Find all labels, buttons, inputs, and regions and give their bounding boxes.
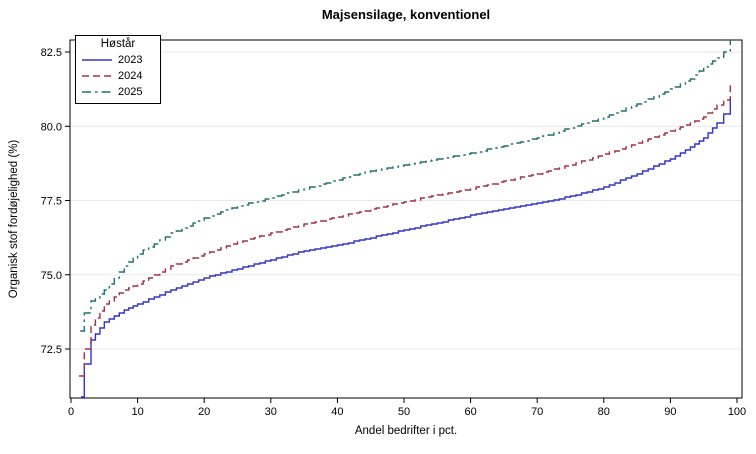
legend-label-2023: 2023 (118, 54, 143, 66)
legend-line-2025-icon (82, 91, 112, 93)
x-axis-label: Andel bedrifter i pct. (354, 425, 458, 437)
svg-text:77.5: 77.5 (41, 196, 62, 208)
svg-text:82.5: 82.5 (41, 47, 62, 59)
svg-text:70: 70 (531, 406, 543, 418)
svg-text:80.0: 80.0 (41, 121, 62, 133)
legend-line-2024-icon (82, 75, 112, 77)
svg-text:10: 10 (131, 406, 143, 418)
legend-item-2025: 2025 (76, 84, 160, 100)
legend: Høstår 2023 2024 2025 (75, 35, 161, 104)
y-axis-label: Organisk stof fordøjelighed (%) (8, 139, 20, 299)
svg-text:0: 0 (68, 406, 74, 418)
svg-text:100: 100 (728, 406, 746, 418)
svg-text:40: 40 (331, 406, 343, 418)
svg-text:50: 50 (398, 406, 410, 418)
svg-text:20: 20 (198, 406, 210, 418)
legend-item-2023: 2023 (76, 52, 160, 68)
svg-text:30: 30 (265, 406, 277, 418)
svg-text:60: 60 (464, 406, 476, 418)
svg-text:90: 90 (664, 406, 676, 418)
svg-text:72.5: 72.5 (41, 344, 62, 356)
svg-text:75.0: 75.0 (41, 270, 62, 282)
legend-line-2023-icon (82, 59, 112, 61)
legend-label-2024: 2024 (118, 70, 143, 82)
legend-label-2025: 2025 (118, 86, 143, 98)
legend-title: Høstår (100, 38, 136, 50)
chart-title: Majsensilage, konventionel (321, 7, 491, 22)
svg-text:80: 80 (598, 406, 610, 418)
legend-item-2024: 2024 (76, 68, 160, 84)
